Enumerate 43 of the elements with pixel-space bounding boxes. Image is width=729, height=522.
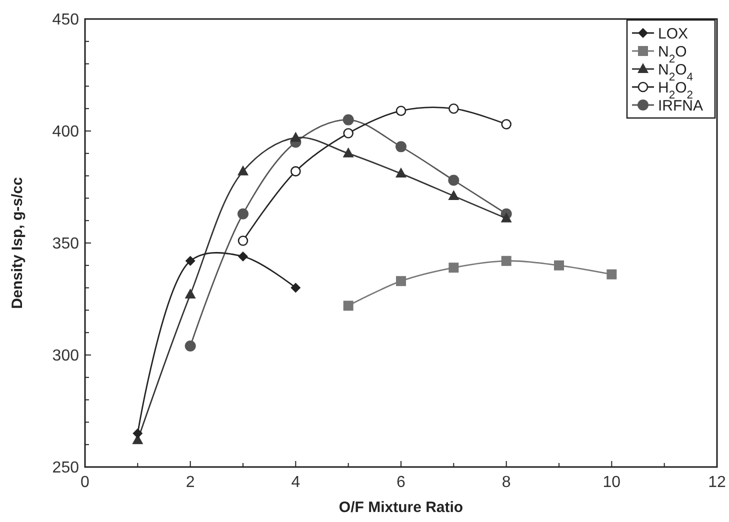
point	[238, 236, 248, 246]
y-tick-label: 350	[52, 236, 80, 253]
point	[448, 262, 459, 273]
point	[290, 132, 302, 142]
point	[396, 276, 406, 286]
x-tick-label: 10	[602, 474, 621, 491]
point	[501, 119, 512, 130]
y-tick-label: 450	[52, 12, 80, 29]
point	[396, 168, 406, 178]
point	[238, 165, 248, 176]
x-tick-label: 0	[80, 474, 90, 491]
y-tick-label: 400	[52, 124, 80, 141]
x-axis-title: O/F Mixture Ratio	[338, 499, 464, 516]
point	[448, 174, 460, 186]
x-tick-label: 12	[708, 474, 726, 491]
point	[343, 128, 354, 138]
point	[290, 282, 301, 293]
point	[448, 103, 459, 114]
x-tick-label: 4	[291, 474, 300, 491]
point	[343, 300, 354, 311]
point	[448, 190, 460, 200]
y-tick-label: 250	[52, 460, 80, 477]
point	[501, 256, 512, 266]
point	[238, 208, 248, 220]
point	[396, 141, 406, 152]
x-tick-label: 2	[186, 474, 195, 491]
y-tick-label: 300	[52, 348, 80, 365]
point	[132, 428, 143, 438]
point	[396, 106, 406, 116]
point	[500, 212, 512, 222]
point	[184, 288, 196, 299]
point	[184, 340, 196, 352]
point	[606, 269, 617, 280]
legend-label: LOX	[658, 25, 688, 42]
point	[290, 166, 301, 176]
point	[185, 256, 196, 266]
point	[554, 260, 564, 270]
x-tick-label: 8	[502, 474, 511, 491]
x-tick-label: 6	[396, 474, 406, 491]
point	[238, 251, 248, 262]
point	[342, 147, 354, 158]
point	[342, 114, 354, 126]
y-axis-title: Density Isp, g-s/cc	[9, 177, 26, 309]
